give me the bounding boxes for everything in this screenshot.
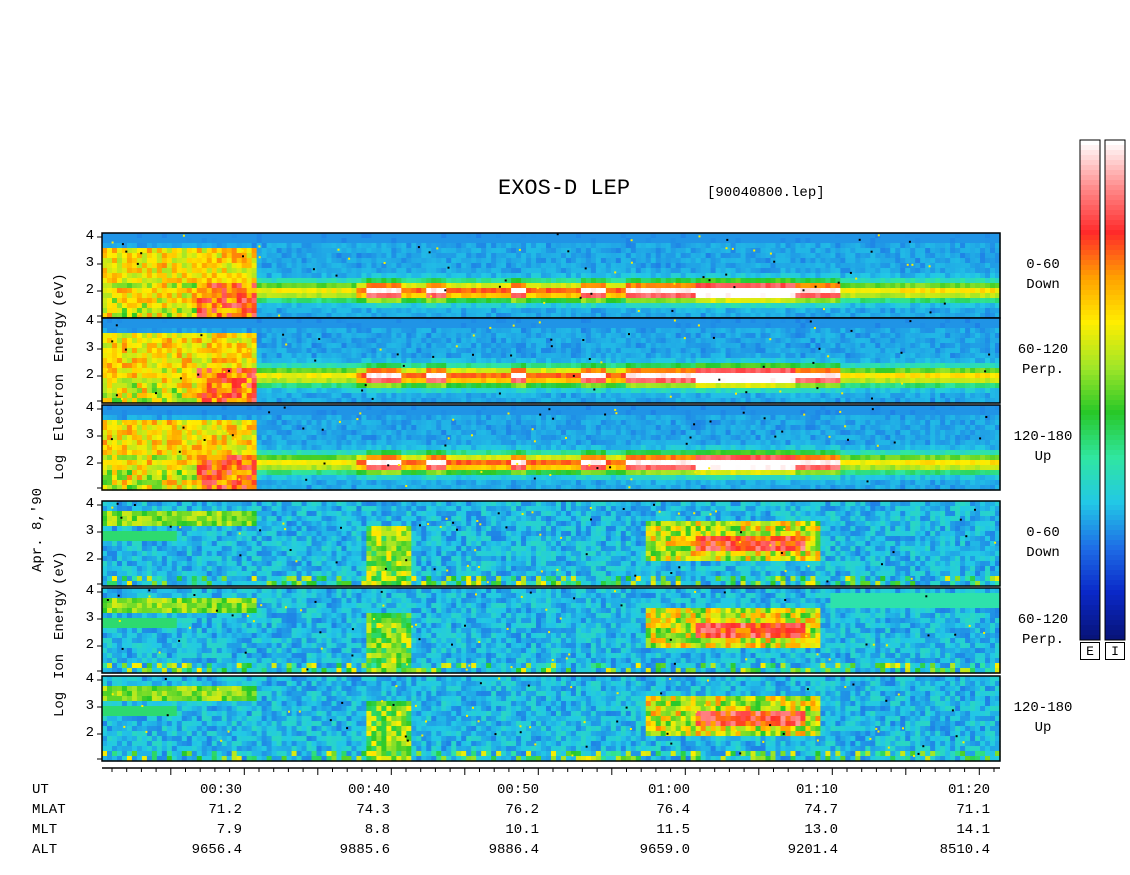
info-row-value: 8.8 [364, 822, 390, 838]
info-row-value: 14.1 [956, 822, 990, 838]
panel-angle-label: 120-180 [1013, 700, 1073, 716]
info-row-value: 71.2 [208, 802, 242, 818]
info-row-value: 01:00 [647, 782, 690, 798]
panel-direction-label: Up [1034, 449, 1052, 465]
info-row-value: 10.1 [505, 822, 539, 838]
info-row-value: 74.7 [804, 802, 838, 818]
info-row-name: ALT [32, 842, 58, 858]
panel-direction-label: Perp. [1021, 362, 1064, 378]
info-row-value: 9886.4 [488, 842, 539, 858]
y-tick-label: 2 [85, 367, 94, 383]
info-row-name: UT [32, 782, 49, 798]
y-tick-label: 4 [85, 228, 94, 244]
panel-1-electron [101, 232, 1001, 319]
panel-frame [101, 675, 1001, 762]
info-row-value: 00:30 [199, 782, 242, 798]
colorbar-frame [1079, 139, 1101, 641]
electron-ylabel-part: Electron [52, 373, 68, 441]
file-name: [90040800.lep] [707, 185, 825, 201]
y-tick-label: 3 [85, 255, 94, 271]
info-row-value: 01:10 [795, 782, 838, 798]
electron-ylabel-part: Energy [52, 311, 68, 362]
info-row-value: 13.0 [804, 822, 838, 838]
info-row-value: 7.9 [216, 822, 242, 838]
panel-frame [101, 404, 1001, 491]
info-row-value: 8510.4 [939, 842, 990, 858]
y-tick-label: 2 [85, 282, 94, 298]
y-tick-label: 2 [85, 454, 94, 470]
y-tick-label: 2 [85, 550, 94, 566]
panel-6-ion [101, 675, 1001, 762]
date-label: Apr. 8,'90 [30, 487, 46, 572]
info-row-value: 00:40 [347, 782, 390, 798]
panel-3-electron [101, 404, 1001, 491]
y-tick-label: 2 [85, 637, 94, 653]
colorbar-ion [1104, 139, 1126, 641]
ion-ylabel-part: Log [52, 691, 68, 717]
panel-angle-label: 60-120 [1017, 612, 1069, 628]
panel-angle-label: 0-60 [1026, 525, 1060, 541]
panel-2-electron [101, 317, 1001, 404]
info-row-name: MLT [32, 822, 58, 838]
panel-4-ion [101, 500, 1001, 587]
y-tick-label: 3 [85, 610, 94, 626]
panel-5-ion [101, 587, 1001, 674]
panel-angle-label: 60-120 [1017, 342, 1069, 358]
info-row-value: 71.1 [956, 802, 990, 818]
ion-ylabel-part: Ion [52, 653, 68, 679]
y-tick-label: 4 [85, 400, 94, 416]
info-row-value: 00:50 [496, 782, 539, 798]
panel-angle-label: 0-60 [1026, 257, 1060, 273]
info-row-value: 9885.6 [339, 842, 390, 858]
ion-ylabel-part: (eV) [52, 551, 68, 585]
y-tick-label: 4 [85, 583, 94, 599]
info-row-name: MLAT [32, 802, 66, 818]
colorbar-letter: I [1105, 642, 1125, 660]
info-row-value: 76.2 [505, 802, 539, 818]
colorbar-frame [1104, 139, 1126, 641]
panel-frame [101, 317, 1001, 404]
panel-direction-label: Down [1026, 277, 1060, 293]
y-tick-label: 4 [85, 671, 94, 687]
electron-ylabel-part: Log [52, 454, 68, 480]
y-tick-label: 4 [85, 496, 94, 512]
electron-ylabel-part: (eV) [52, 273, 68, 307]
chart-title: EXOS-D LEP [498, 176, 631, 201]
info-row-value: 9201.4 [787, 842, 838, 858]
info-row-value: 76.4 [656, 802, 690, 818]
info-row-value: 9659.0 [639, 842, 690, 858]
colorbar-letter: E [1080, 642, 1100, 660]
y-tick-label: 3 [85, 340, 94, 356]
info-row-value: 11.5 [656, 822, 690, 838]
y-tick-label: 3 [85, 523, 94, 539]
panel-direction-label: Up [1034, 720, 1052, 736]
y-tick-label: 2 [85, 725, 94, 741]
panel-direction-label: Down [1026, 545, 1060, 561]
info-row-value: 74.3 [356, 802, 390, 818]
y-tick-label: 4 [85, 313, 94, 329]
y-tick-label: 3 [85, 427, 94, 443]
info-row-value: 9656.4 [191, 842, 242, 858]
panel-frame [101, 500, 1001, 587]
info-row-value: 01:20 [947, 782, 990, 798]
panel-direction-label: Perp. [1021, 632, 1064, 648]
colorbar-electron [1079, 139, 1101, 641]
y-tick-label: 3 [85, 698, 94, 714]
ion-ylabel-part: Energy [52, 589, 68, 640]
panel-frame [101, 587, 1001, 674]
panel-angle-label: 120-180 [1013, 429, 1073, 445]
